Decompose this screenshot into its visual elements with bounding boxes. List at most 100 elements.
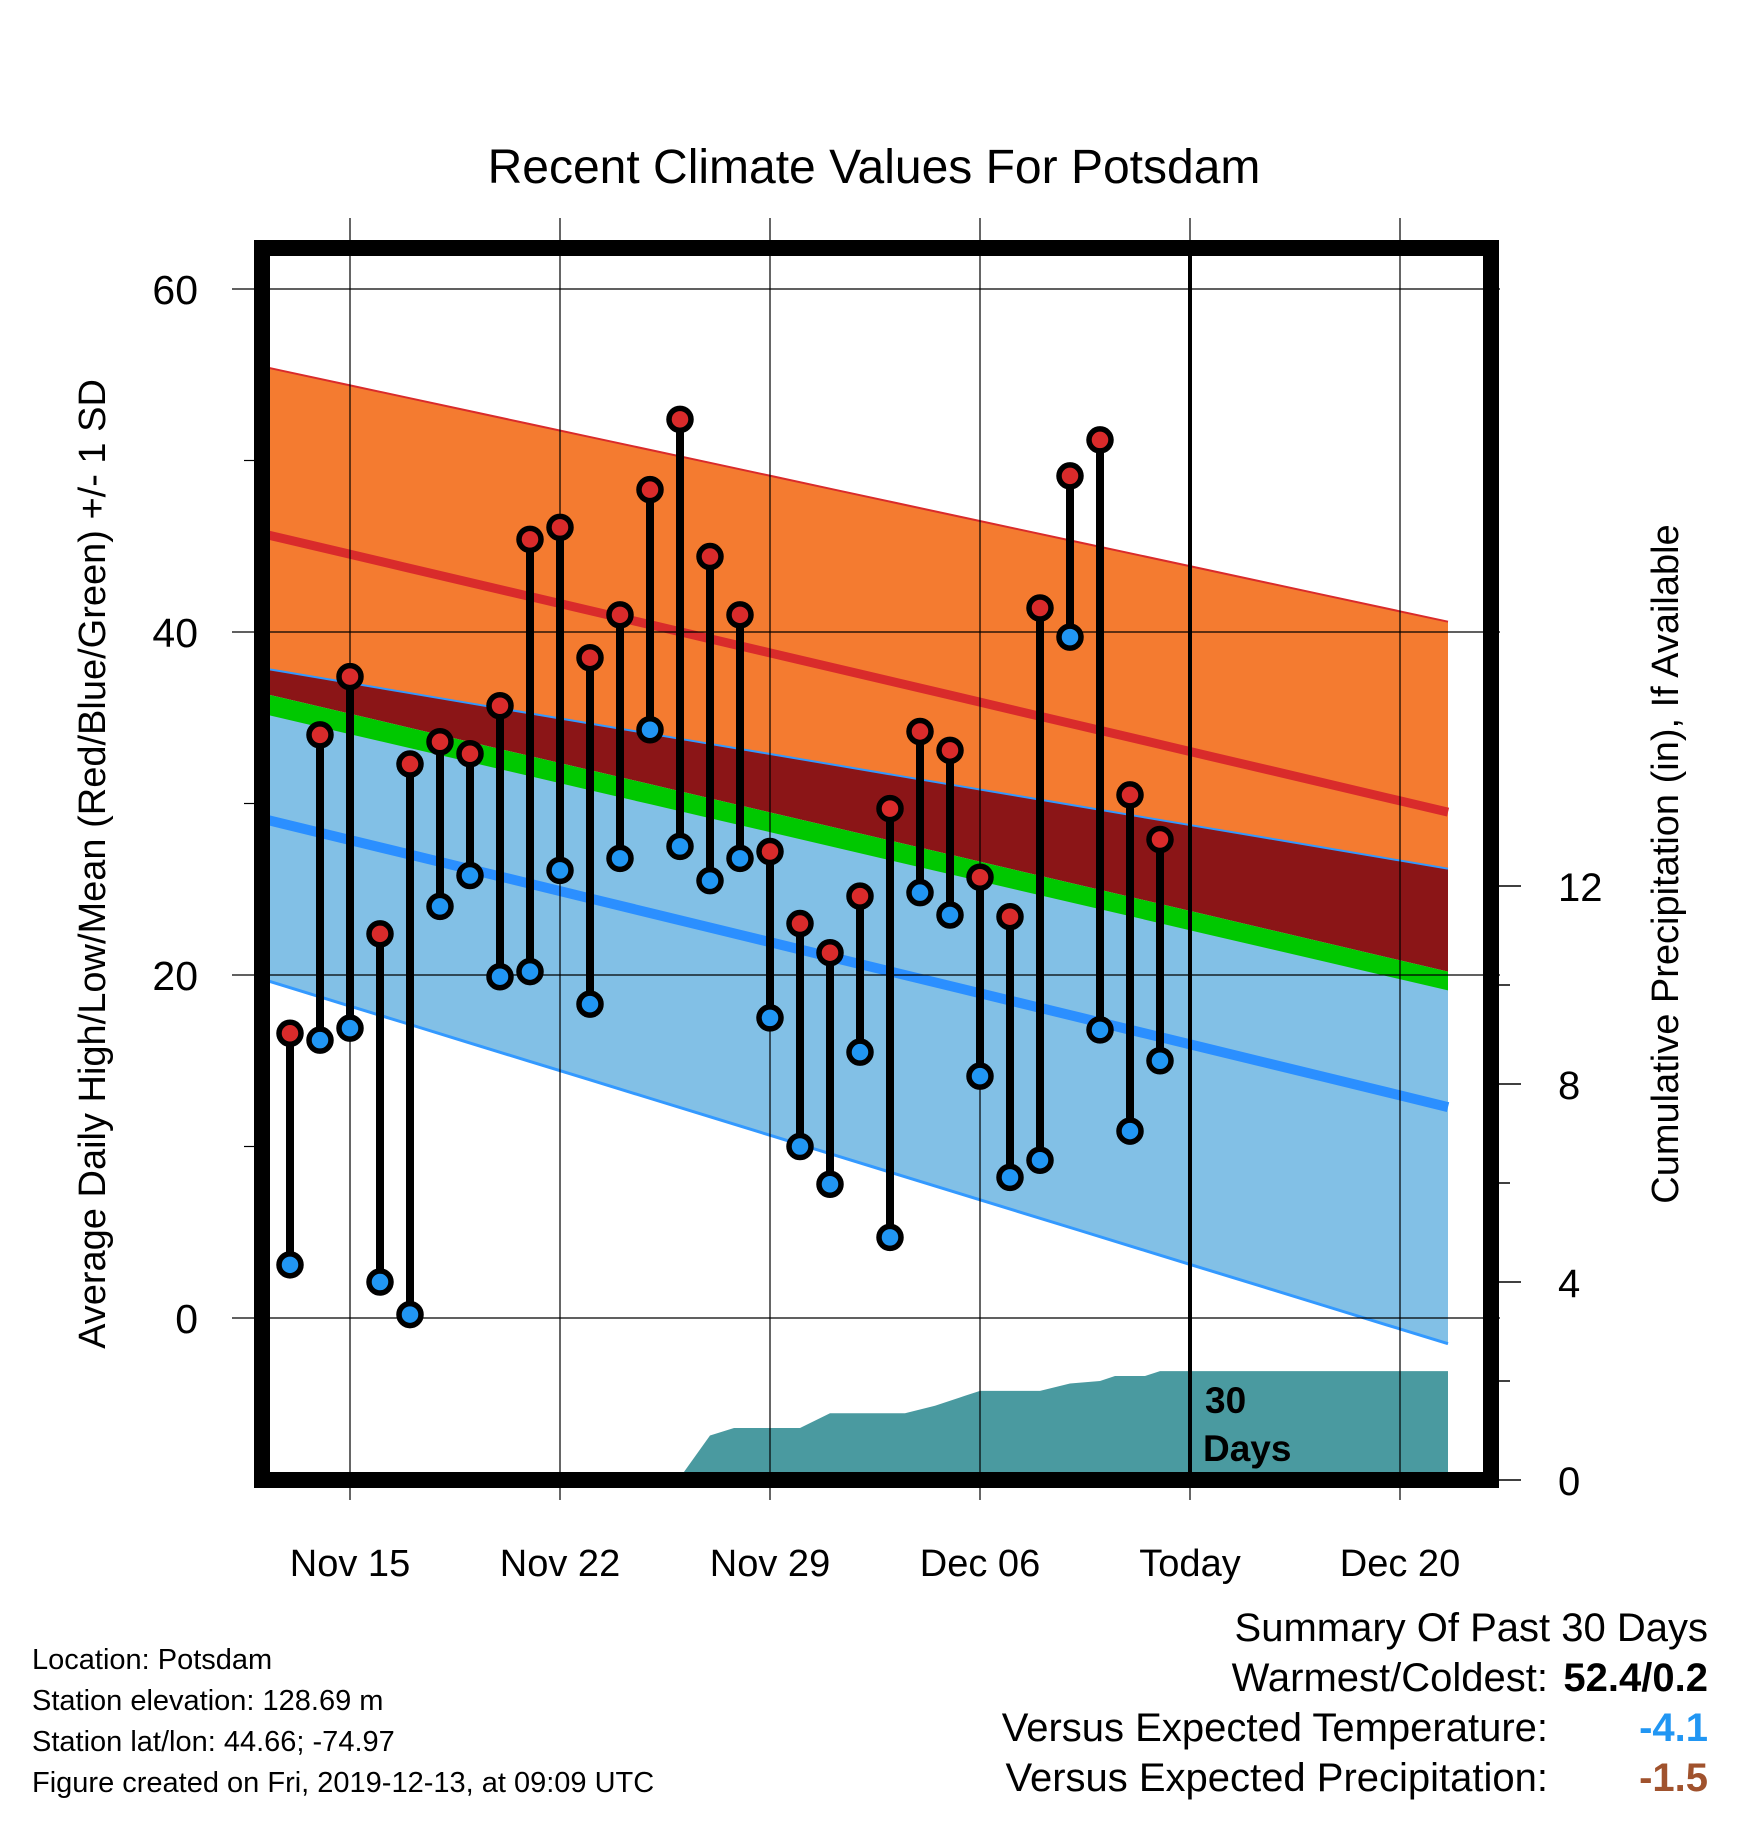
y2-tick-label: 8 — [1558, 1064, 1580, 1108]
observed-low-point — [816, 1170, 844, 1198]
precipitation-area — [262, 1371, 1448, 1480]
observed-high-point — [996, 902, 1024, 931]
observed-high-point — [366, 920, 394, 948]
observed-low-point — [786, 1132, 814, 1161]
observed-high-point — [756, 837, 784, 866]
observed-high-point — [726, 601, 754, 629]
observed-low-point — [936, 901, 964, 929]
observed-low-point — [966, 1062, 994, 1090]
observed-high-point — [936, 736, 964, 765]
normal-low-lower-line — [262, 977, 1449, 1346]
observed-low-point — [546, 856, 574, 885]
observed-high-point — [276, 1019, 304, 1048]
observed-low-point — [516, 957, 544, 986]
summary-heading: Summary Of Past 30 Days — [1234, 1606, 1708, 1650]
latlon-text: Station lat/lon: 44.66; -74.97 — [32, 1726, 395, 1758]
observed-high-point — [906, 717, 934, 746]
observed-low-point — [1056, 623, 1084, 651]
created-text: Figure created on Fri, 2019-12-13, at 09… — [32, 1767, 655, 1799]
x-axis-label: Day — [839, 1597, 909, 1600]
observed-low-point — [756, 1004, 784, 1032]
observed-low-point — [336, 1014, 364, 1042]
y2-tick-label: 0 — [1558, 1460, 1580, 1504]
observed-low-point — [846, 1038, 874, 1066]
temp-anomaly-value: -4.1 — [1639, 1706, 1708, 1750]
x-tick-label: Today — [1139, 1543, 1240, 1585]
normal-high-mean-line — [262, 528, 1450, 817]
observed-high-point — [1026, 594, 1054, 622]
observed-low-point — [366, 1268, 394, 1296]
observed-low-point — [906, 878, 934, 907]
observed-low-point — [726, 844, 754, 873]
observed-high-point — [426, 728, 454, 756]
observed-high-point — [1146, 825, 1174, 854]
normal-high-upper-line — [262, 365, 1449, 623]
y-tick-label: 0 — [175, 1296, 198, 1342]
observed-high-point — [606, 601, 634, 629]
elevation-text: Station elevation: 128.69 m — [32, 1685, 384, 1717]
observed-low-point — [1086, 1016, 1114, 1044]
observed-low-point — [1116, 1117, 1144, 1145]
station-info: Location: Potsdam Station elevation: 128… — [32, 1640, 654, 1804]
x-tick-label: Nov 29 — [710, 1543, 830, 1585]
y2-tick-label: 4 — [1558, 1262, 1580, 1306]
observed-low-point — [276, 1251, 304, 1279]
summary-panel: Summary Of Past 30 Days Warmest/Coldest:… — [1002, 1603, 1708, 1803]
y-tick-label: 40 — [152, 610, 198, 656]
observed-high-point — [1116, 781, 1144, 809]
observed-high-point — [306, 721, 334, 749]
x-tick-label: Nov 22 — [500, 1543, 620, 1585]
observed-high-point — [666, 405, 694, 434]
observed-high-point — [786, 909, 814, 938]
observed-high-point — [336, 662, 364, 691]
observed-high-point — [816, 938, 844, 967]
observed-low-point — [576, 990, 604, 1018]
y2-axis-label: Cumulative Precipitation (in), If Availa… — [1645, 524, 1687, 1203]
observed-low-point — [696, 866, 724, 895]
summary-warmest-row: Warmest/Coldest: 52.4/0.2 — [1002, 1653, 1708, 1703]
today-annotation-line1: 30 — [1205, 1380, 1246, 1421]
plot-frame — [254, 240, 1499, 1488]
summary-precip-row: Versus Expected Precipitation: -1.5 — [1002, 1753, 1708, 1803]
warmest-label: Warmest/Coldest: — [1231, 1656, 1548, 1700]
observed-low-point — [666, 832, 694, 861]
observed-high-point — [396, 750, 424, 778]
observed-low-point — [1146, 1047, 1174, 1075]
observed-high-point — [1086, 426, 1114, 454]
precip-anomaly-label: Versus Expected Precipitation: — [1005, 1756, 1548, 1800]
location-text: Location: Potsdam — [32, 1644, 273, 1676]
observed-low-point — [486, 962, 514, 991]
observed-low-point — [426, 892, 454, 921]
climate-chart: 0 4 8 12 0 20 40 60 Nov 15 Nov 22 Nov 29 Dec 06 Toda… — [72, 141, 1687, 1600]
y-tick-label: 60 — [152, 267, 198, 313]
chart-title: Recent Climate Values For Potsdam — [488, 141, 1261, 194]
observed-high-point — [966, 863, 994, 891]
observed-high-point — [696, 542, 724, 571]
observed-high-point — [636, 475, 664, 504]
normal-high-lower-line — [262, 667, 1449, 870]
summary-temp-row: Versus Expected Temperature: -4.1 — [1002, 1703, 1708, 1753]
precip-anomaly-value: -1.5 — [1639, 1756, 1708, 1800]
y-tick-label: 20 — [152, 953, 198, 999]
observed-high-point — [456, 740, 484, 768]
observed-high-point — [876, 794, 904, 823]
observed-high-point — [846, 882, 874, 910]
observed-low-point — [876, 1223, 904, 1252]
temp-anomaly-label: Versus Expected Temperature: — [1001, 1706, 1548, 1750]
observed-low-point — [636, 716, 664, 744]
x-tick-label: Dec 20 — [1340, 1543, 1460, 1585]
observed-low-point — [606, 844, 634, 873]
observed-low-point — [996, 1163, 1024, 1192]
observed-low-point — [396, 1300, 424, 1329]
observed-low-point — [456, 861, 484, 890]
observed-low-point — [306, 1026, 334, 1054]
warmest-value: 52.4/0.2 — [1563, 1656, 1708, 1700]
observed-high-point — [516, 525, 544, 554]
y-axis-label: Average Daily High/Low/Mean (Red/Blue/Gr… — [72, 379, 114, 1349]
observed-low-point — [1026, 1146, 1054, 1174]
observed-high-point — [576, 643, 604, 672]
observed-high-point — [486, 691, 514, 720]
observed-high-point — [1056, 462, 1084, 490]
y2-tick-label: 12 — [1558, 866, 1603, 910]
x-tick-label: Nov 15 — [290, 1543, 410, 1585]
